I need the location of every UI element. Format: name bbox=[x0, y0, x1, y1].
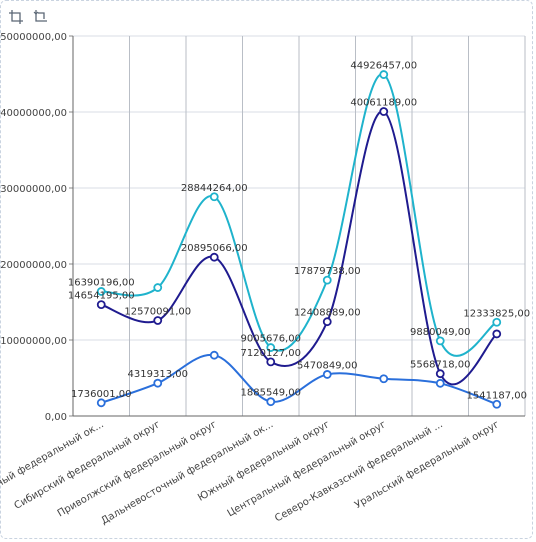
chart-toolbar bbox=[9, 10, 47, 24]
data-point[interactable] bbox=[492, 317, 502, 327]
data-point[interactable] bbox=[322, 317, 332, 327]
data-point[interactable] bbox=[435, 378, 445, 388]
data-label: 28844264,00 bbox=[181, 183, 248, 194]
crop-reset-icon[interactable] bbox=[33, 10, 47, 24]
data-label: 20895066,00 bbox=[181, 243, 248, 254]
series-line-1 bbox=[101, 73, 498, 357]
data-point[interactable] bbox=[153, 316, 163, 325]
data-point[interactable] bbox=[322, 275, 332, 285]
data-label: 12408889,00 bbox=[294, 308, 361, 319]
series-line-3 bbox=[100, 354, 498, 406]
data-point[interactable] bbox=[209, 350, 219, 360]
y-tick-label: 40000000,00 bbox=[0, 108, 67, 119]
data-label: 7120127,00 bbox=[241, 348, 301, 359]
data-label: 12570091,00 bbox=[124, 306, 191, 317]
data-point[interactable] bbox=[266, 343, 276, 352]
data-label: 4319313,00 bbox=[128, 369, 188, 380]
data-label: 1885549,00 bbox=[241, 388, 301, 399]
data-label: 9005676,00 bbox=[241, 334, 301, 345]
data-label: 40061189,00 bbox=[350, 98, 417, 109]
data-point[interactable] bbox=[96, 398, 106, 408]
data-point[interactable] bbox=[209, 252, 219, 262]
data-point[interactable] bbox=[379, 70, 389, 79]
data-point[interactable] bbox=[209, 192, 219, 202]
y-tick-label: 10000000,00 bbox=[0, 336, 67, 347]
y-tick-label: 50000000,00 bbox=[0, 32, 67, 43]
data-point[interactable] bbox=[492, 329, 502, 339]
data-label: 16390196,00 bbox=[68, 277, 135, 288]
data-point[interactable] bbox=[492, 399, 502, 409]
data-point[interactable] bbox=[435, 336, 445, 346]
data-point[interactable] bbox=[153, 283, 163, 292]
data-point[interactable] bbox=[96, 287, 106, 296]
data-point[interactable] bbox=[266, 357, 276, 367]
data-label: 44926457,00 bbox=[350, 61, 417, 72]
data-point[interactable] bbox=[379, 374, 389, 384]
y-tick-label: 0,00 bbox=[45, 412, 67, 423]
data-point[interactable] bbox=[435, 369, 445, 379]
data-label: 17879738,00 bbox=[294, 266, 361, 277]
data-point[interactable] bbox=[266, 397, 276, 407]
y-tick-label: 30000000,00 bbox=[0, 184, 67, 195]
data-label: 12333825,00 bbox=[463, 308, 530, 319]
data-point[interactable] bbox=[379, 107, 389, 116]
data-label: 1541187,00 bbox=[467, 390, 527, 401]
data-label: 5568718,00 bbox=[410, 360, 470, 371]
data-label: 14654195,00 bbox=[68, 291, 135, 302]
y-tick-label: 20000000,00 bbox=[0, 260, 67, 271]
data-point[interactable] bbox=[153, 378, 163, 388]
crop-icon[interactable] bbox=[9, 10, 23, 24]
data-label: 5470849,00 bbox=[297, 360, 357, 371]
data-label: 9880049,00 bbox=[410, 327, 470, 338]
data-point[interactable] bbox=[96, 300, 106, 310]
data-point[interactable] bbox=[322, 370, 332, 379]
data-label: 1736001,00 bbox=[71, 389, 131, 400]
